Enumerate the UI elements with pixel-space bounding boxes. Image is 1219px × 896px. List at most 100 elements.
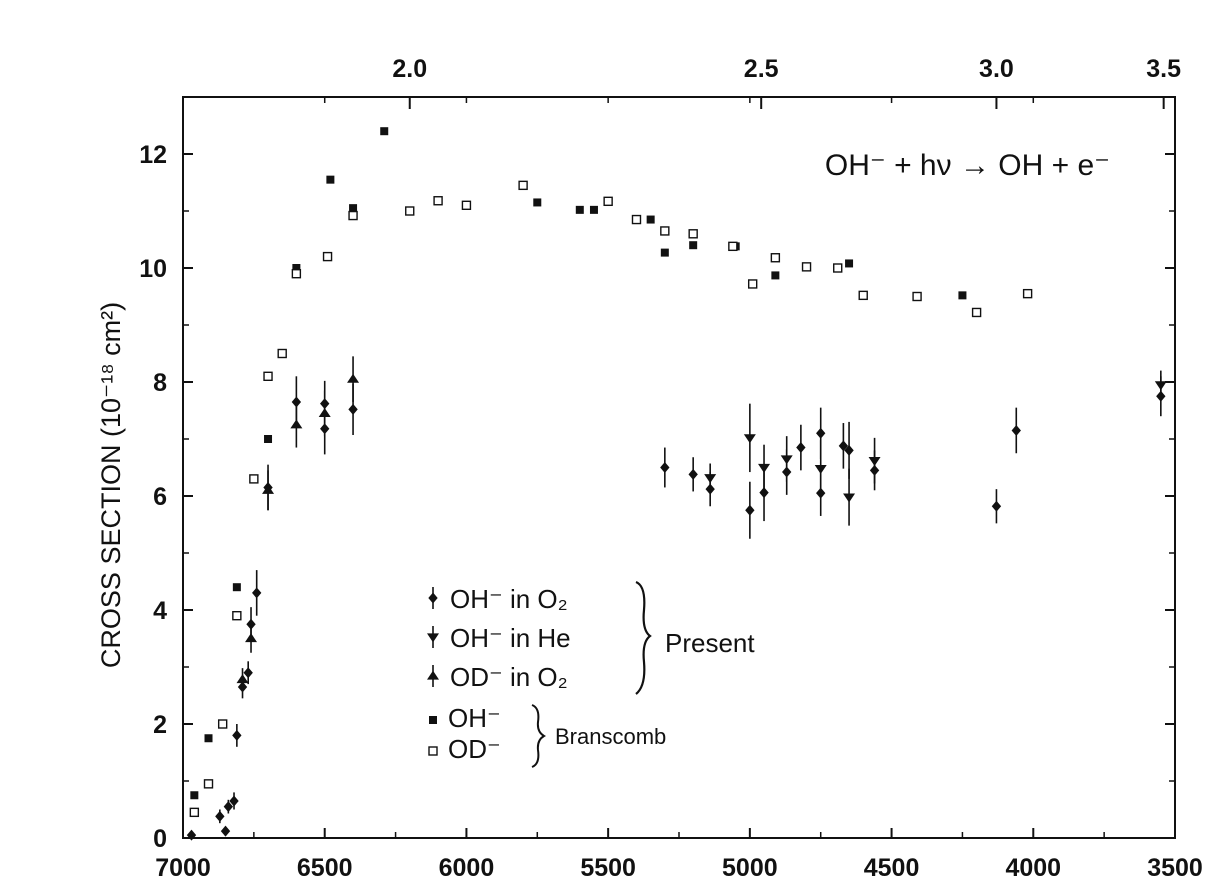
- point-oh-in-he: [1154, 381, 1167, 391]
- point-oh-in-o2: [348, 403, 358, 415]
- legend-filled-square: [429, 716, 437, 724]
- point-oh-branscomb: [589, 205, 598, 214]
- point-oh-in-he: [758, 463, 771, 473]
- point-oh-branscomb: [660, 248, 669, 257]
- point-oh-branscomb: [349, 204, 358, 213]
- point-od-branscomb: [603, 196, 613, 207]
- point-oh-in-o2: [223, 801, 234, 813]
- branscomb-brace: [531, 704, 547, 768]
- reaction-annotation: OH⁻ + hν → OH + e⁻: [825, 149, 1110, 182]
- y-tick-label: 12: [139, 141, 167, 169]
- point-od-branscomb: [770, 253, 781, 263]
- point-od-branscomb: [203, 779, 214, 789]
- point-od-branscomb: [232, 611, 242, 621]
- point-od-in-o2: [318, 407, 331, 417]
- plot-border: [182, 96, 1176, 839]
- legend-label-oh-in-he: OH⁻ in He: [450, 623, 571, 653]
- legend-label-od-branscomb: OD⁻: [448, 734, 501, 764]
- legend-marker-filled-square: [429, 716, 437, 724]
- point-oh-in-o2: [232, 729, 242, 741]
- legend-down-triangle: [427, 633, 439, 643]
- point-od-branscomb: [858, 290, 868, 301]
- point-oh-in-o2: [759, 487, 769, 499]
- point-oh-branscomb: [190, 791, 199, 800]
- point-oh-branscomb: [232, 583, 241, 592]
- point-oh-in-he: [743, 434, 756, 444]
- point-od-branscomb: [688, 229, 698, 239]
- legend-label-oh-branscomb: OH⁻: [448, 703, 501, 733]
- point-od-branscomb: [405, 206, 415, 216]
- point-oh-in-he: [704, 474, 717, 484]
- point-od-branscomb: [971, 307, 982, 318]
- legend-item-oh-branscomb: OH⁻: [429, 703, 501, 733]
- y-tick-label: 4: [153, 597, 167, 625]
- y-tick-label: 6: [153, 483, 167, 511]
- point-oh-in-o2: [796, 442, 806, 454]
- point-oh-branscomb: [292, 264, 301, 272]
- legend-open-square: [428, 746, 438, 756]
- legend-marker-up-triangle: [427, 665, 439, 687]
- legend-diamond: [428, 592, 438, 604]
- point-oh-in-o2: [186, 829, 197, 841]
- point-oh-in-o2: [660, 462, 670, 473]
- point-oh-in-he: [868, 457, 881, 467]
- point-oh-branscomb: [380, 127, 389, 136]
- point-oh-branscomb: [204, 734, 213, 743]
- point-oh-in-o2: [816, 427, 826, 439]
- point-od-branscomb: [801, 262, 812, 272]
- y-tick-label: 2: [153, 711, 167, 739]
- legend-up-triangle: [427, 670, 439, 680]
- point-od-branscomb: [291, 269, 302, 279]
- legend-item-oh-in-o2: OH⁻ in O₂: [428, 584, 568, 614]
- point-oh-branscomb: [533, 198, 542, 207]
- point-od-branscomb: [348, 210, 358, 221]
- point-oh-in-o2: [844, 444, 854, 456]
- point-od-branscomb: [660, 226, 670, 236]
- axis-ticks: 7000 6500 6000 5500 5000 4500 4000 3500 0 2 4 6 8 10 1…: [139, 55, 1203, 882]
- point-od-branscomb: [1022, 288, 1033, 299]
- y-axis-label: CROSS SECTION (10⁻¹⁸ cm²): [96, 302, 126, 668]
- point-oh-branscomb: [264, 435, 273, 443]
- point-oh-in-o2: [229, 795, 239, 807]
- top-tick-label: 2.5: [744, 55, 779, 83]
- legend-label-oh-in-o2: OH⁻ in O₂: [450, 584, 568, 614]
- point-oh-in-he: [843, 493, 856, 503]
- x-tick-label: 6500: [297, 854, 353, 882]
- point-oh-branscomb: [845, 259, 854, 268]
- point-oh-in-he: [814, 465, 827, 475]
- legend-group-present: Present: [665, 628, 755, 658]
- y-tick-label: 8: [153, 369, 167, 397]
- top-tick-label: 3.5: [1146, 55, 1181, 83]
- legend-marker-down-triangle: [427, 626, 439, 648]
- point-od-branscomb: [728, 241, 738, 252]
- y-tick-label: 10: [139, 255, 167, 283]
- legend-marker-diamond: [428, 587, 438, 609]
- top-tick-label: 3.0: [979, 55, 1014, 83]
- legend-label-od-in-o2: OD⁻ in O₂: [450, 662, 568, 692]
- legend-group-branscomb: Branscomb: [555, 724, 666, 749]
- point-od-branscomb: [433, 196, 443, 206]
- legend-item-oh-in-he: OH⁻ in He: [427, 623, 571, 653]
- point-od-branscomb: [518, 180, 528, 191]
- point-od-in-o2: [236, 674, 249, 684]
- y-tick-label: 0: [153, 825, 167, 853]
- point-oh-branscomb: [771, 271, 780, 280]
- point-oh-in-o2: [688, 468, 698, 480]
- point-od-branscomb: [189, 807, 200, 818]
- point-od-branscomb: [631, 214, 642, 225]
- point-od-in-o2: [262, 484, 275, 494]
- point-oh-in-o2: [991, 500, 1002, 512]
- data-marks: [186, 127, 1167, 841]
- point-oh-in-o2: [838, 440, 849, 452]
- point-od-branscomb: [217, 719, 228, 729]
- point-od-branscomb: [263, 371, 273, 381]
- legend: OH⁻ in O₂ OH⁻ in He OD⁻ in O₂ Present OH…: [427, 580, 755, 768]
- x-tick-label: 3500: [1147, 854, 1203, 882]
- point-oh-branscomb: [575, 205, 584, 214]
- point-od-in-o2: [245, 633, 258, 643]
- x-tick-label: 7000: [155, 854, 211, 882]
- legend-marker-open-square: [428, 746, 438, 756]
- point-oh-branscomb: [646, 215, 655, 224]
- point-od-in-o2: [290, 419, 303, 429]
